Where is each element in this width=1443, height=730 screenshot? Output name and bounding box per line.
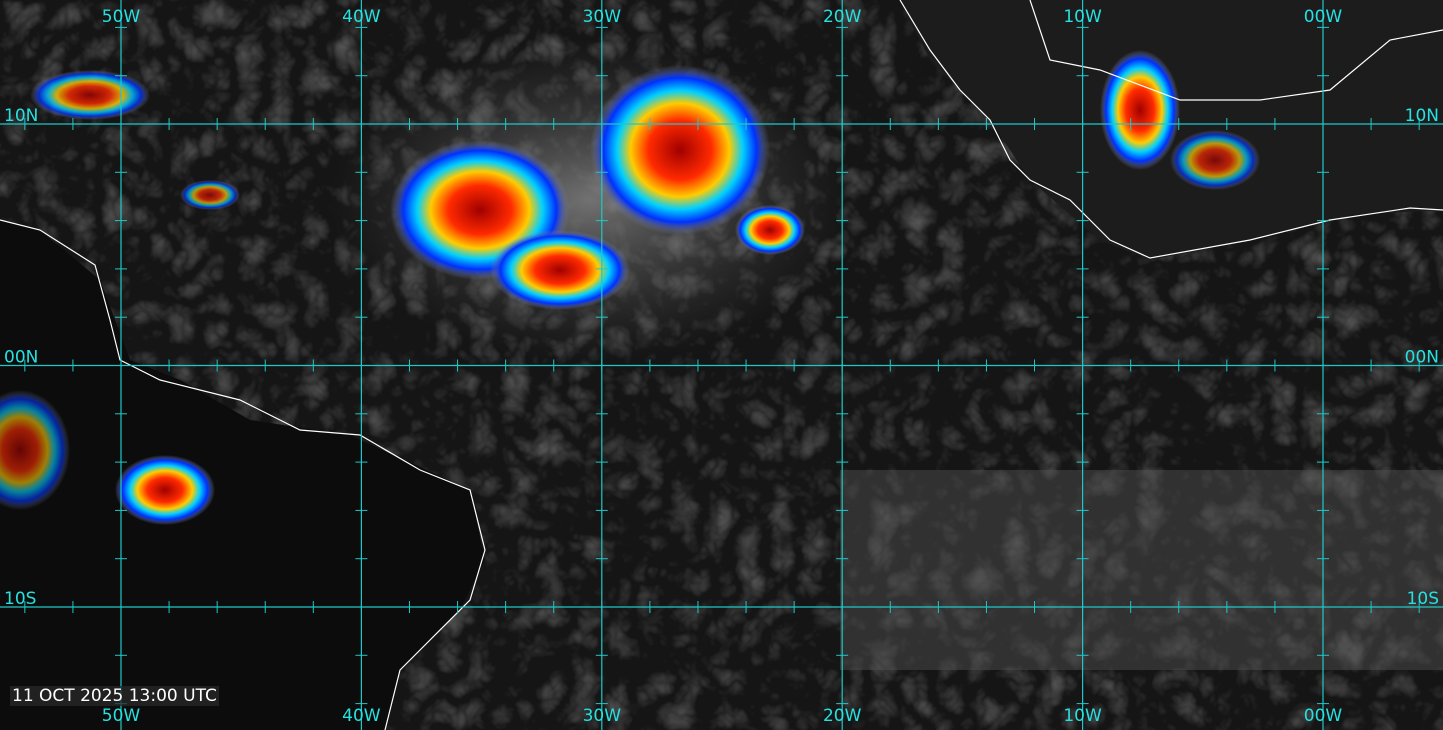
storm-cell <box>1170 130 1260 190</box>
stratus-deck <box>840 470 1443 670</box>
longitude-label: 20W <box>823 706 862 726</box>
longitude-label: 00W <box>1304 7 1343 27</box>
storm-cell <box>180 180 240 210</box>
storm-cell <box>1100 50 1180 170</box>
latitude-label: 10N <box>1405 106 1439 126</box>
latitude-label: 00N <box>4 348 38 368</box>
storm-cell <box>490 230 630 310</box>
latitude-label: 00N <box>1405 348 1439 368</box>
latitude-label: 10N <box>4 106 38 126</box>
latitude-label: 10S <box>4 589 36 609</box>
longitude-label: 50W <box>102 706 141 726</box>
longitude-label: 00W <box>1304 706 1343 726</box>
coastline <box>0 219 486 730</box>
longitude-label: 50W <box>102 7 141 27</box>
longitude-label: 40W <box>342 7 381 27</box>
border <box>1029 0 1443 101</box>
longitude-label: 10W <box>1063 7 1102 27</box>
storm-cell <box>30 70 150 120</box>
longitude-label: 20W <box>823 7 862 27</box>
storm-cell <box>590 65 770 235</box>
storm-cell <box>735 205 805 255</box>
latitude-label: 10S <box>1407 589 1439 609</box>
storm-cell <box>115 455 215 525</box>
timestamp: 11 OCT 2025 13:00 UTC <box>10 686 219 706</box>
longitude-label: 10W <box>1063 706 1102 726</box>
storm-cell <box>0 390 70 510</box>
coastline <box>899 0 1443 259</box>
longitude-label: 30W <box>583 7 622 27</box>
longitude-label: 30W <box>583 706 622 726</box>
longitude-label: 40W <box>342 706 381 726</box>
